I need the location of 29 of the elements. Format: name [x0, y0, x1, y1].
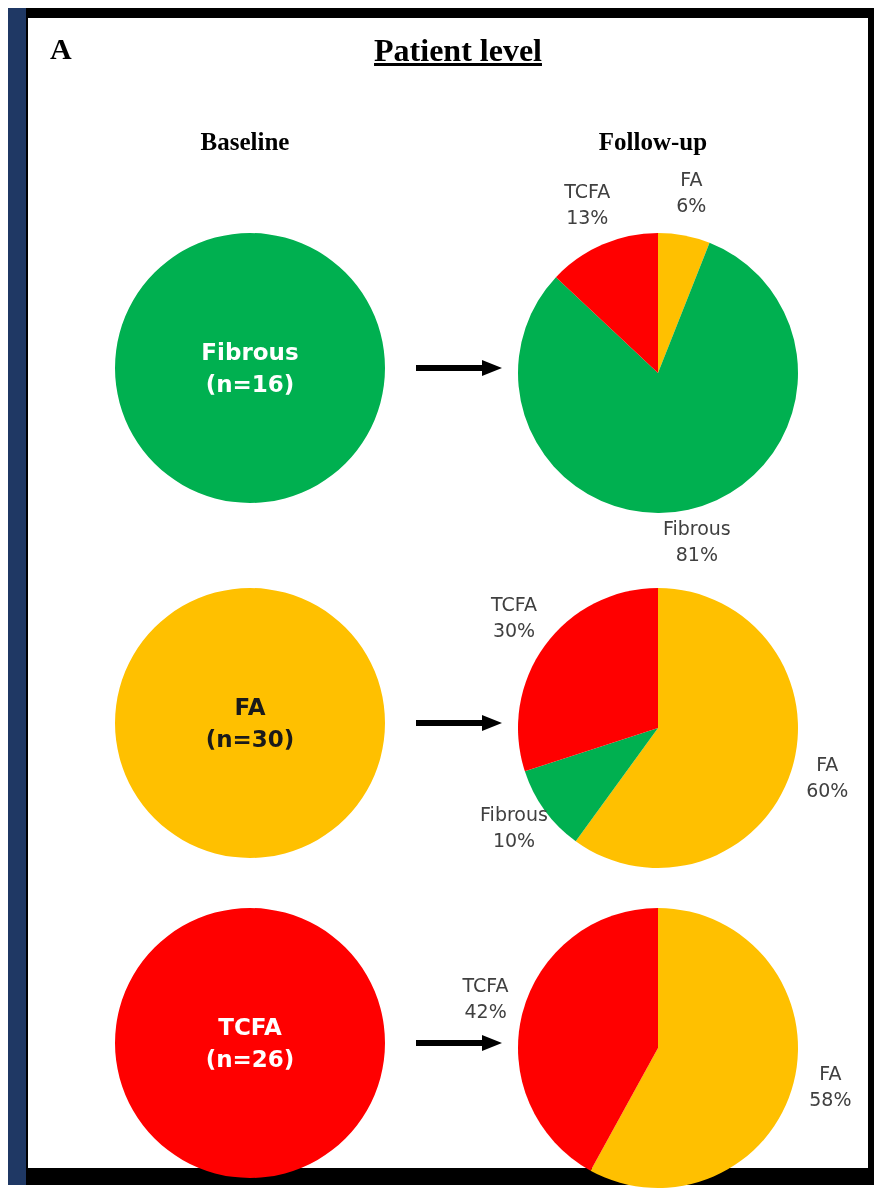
slice-label: TCFA (n=26)	[205, 1014, 295, 1072]
slice-label: FA	[816, 753, 839, 776]
slice-label: Fibrous (n=16)	[201, 339, 299, 397]
data-label: 81%	[675, 542, 718, 565]
chart-subtitle: Follow-up	[597, 128, 709, 156]
chart-subtitle: Baseline	[199, 128, 291, 156]
data-label: 60%	[806, 779, 849, 802]
data-label: 42%	[464, 999, 507, 1022]
pie-slice	[658, 233, 710, 373]
data-label: 6%	[676, 194, 707, 217]
slice-label: TCFA	[563, 179, 611, 202]
data-label: 30%	[492, 619, 536, 642]
data-label: 58%	[809, 1088, 852, 1111]
text: A	[50, 32, 72, 66]
slice-label: TCFA	[461, 973, 509, 996]
slice-label: TCFA	[490, 593, 537, 616]
data-label: 13%	[566, 205, 609, 228]
data-label: 10%	[492, 828, 536, 851]
slice-label: FA	[819, 1062, 842, 1085]
slice-label: Fibrous	[662, 516, 731, 539]
pie-slice	[575, 588, 798, 868]
text: Patient level	[373, 32, 543, 69]
pie-slice	[518, 242, 798, 513]
slice-label: Fibrous	[480, 802, 548, 825]
slice-label: FA	[680, 168, 703, 191]
pie-slice	[590, 908, 798, 1188]
pie-slice	[518, 908, 658, 1171]
slice-label: FA (n=30)	[205, 694, 295, 752]
pie-slice	[555, 233, 658, 373]
